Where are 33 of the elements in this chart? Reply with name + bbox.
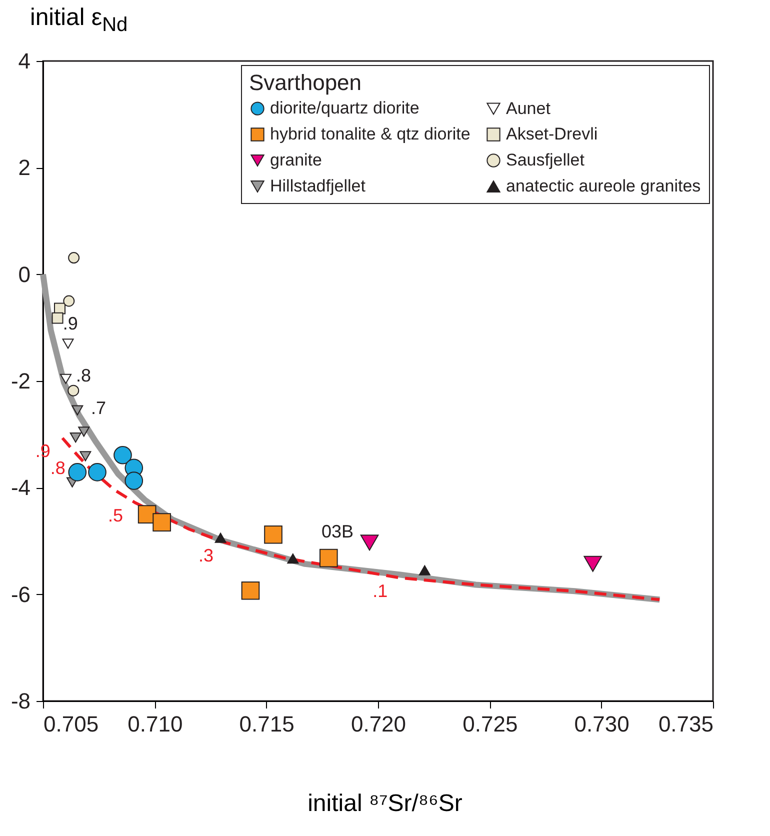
x-tick-label: 0.725 bbox=[462, 712, 518, 736]
x-tick-label: 0.735 bbox=[658, 712, 714, 736]
annotation: .8 bbox=[76, 366, 92, 386]
y-tick-label: 2 bbox=[18, 155, 30, 180]
y-tick-label: -8 bbox=[10, 688, 30, 714]
annotation: .8 bbox=[50, 458, 66, 478]
x-tick-label: 0.715 bbox=[239, 712, 294, 736]
annotation: .5 bbox=[108, 506, 124, 526]
legend-label: Hillstadfjellet bbox=[270, 176, 366, 196]
x-axis-title: initial ⁸⁷Sr/⁸⁶Sr bbox=[306, 790, 464, 818]
legend-title: Svarthopen bbox=[249, 70, 362, 95]
legend-label: granite bbox=[270, 150, 322, 170]
y-tick-label: 0 bbox=[18, 262, 30, 287]
legend-label: hybrid tonalite & qtz diorite bbox=[270, 124, 470, 144]
y-tick-label: -6 bbox=[10, 582, 30, 607]
y-tick-label: -2 bbox=[10, 368, 30, 394]
annotation: .3 bbox=[198, 546, 214, 566]
annotation: .9 bbox=[62, 313, 78, 334]
y-axis-title: initial ε$_{Nd}$ bbox=[30, 4, 128, 37]
x-tick-label: 0.710 bbox=[128, 712, 183, 736]
legend-label: diorite/quartz diorite bbox=[270, 98, 420, 118]
y-tick-label: -4 bbox=[10, 475, 30, 500]
x-tick-label: 0.730 bbox=[574, 712, 630, 736]
x-tick-label: 0.720 bbox=[350, 712, 406, 736]
annotation: .7 bbox=[90, 398, 106, 418]
x-tick-label: 0.705 bbox=[44, 712, 99, 736]
annotation: 03B bbox=[321, 522, 354, 542]
legend-label: Aunet bbox=[506, 98, 551, 118]
y-tick-label: 4 bbox=[18, 48, 30, 74]
annotation: .1 bbox=[372, 580, 388, 601]
legend-label: anatectic aureole granites bbox=[506, 176, 701, 196]
legend-label: Sausfjellet bbox=[506, 150, 585, 170]
legend-label: Akset-Drevli bbox=[506, 124, 598, 144]
